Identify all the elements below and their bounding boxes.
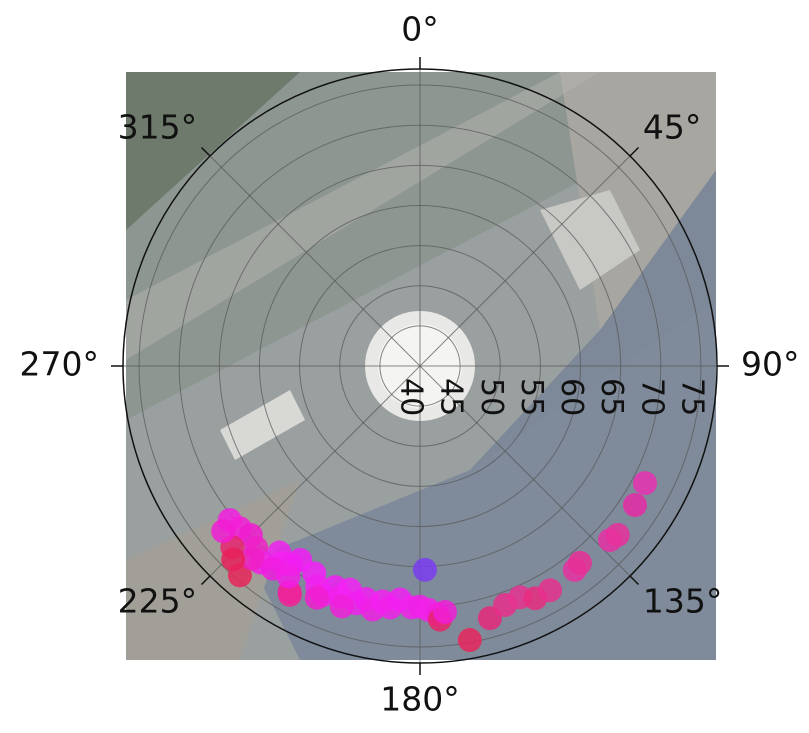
angular-tick-label: 180°	[380, 680, 460, 719]
point	[457, 628, 482, 653]
radial-tick-label: 45	[434, 378, 469, 416]
radial-tick-label: 75	[674, 378, 709, 416]
point	[211, 519, 236, 544]
angular-tick	[200, 575, 211, 586]
point	[567, 550, 592, 575]
point	[538, 578, 563, 603]
angular-tick-label: 0°	[401, 10, 439, 49]
angular-grid-line	[419, 155, 631, 367]
angular-tick	[629, 146, 640, 157]
radial-tick-label: 65	[594, 378, 629, 416]
point	[622, 493, 647, 518]
angular-tick-label: 270°	[20, 345, 100, 384]
labels: 40 45 50 55 60 65 70 75 0° 45° 90° 135° 180° 225° 270°…	[20, 10, 800, 719]
angular-tick	[629, 575, 640, 586]
angular-tick-label: 135°	[643, 581, 723, 620]
point	[276, 564, 301, 589]
point	[277, 582, 302, 607]
radial-tick-label: 70	[634, 378, 669, 416]
radial-tick-label: 60	[554, 378, 589, 416]
point	[605, 522, 630, 547]
angular-grid-line	[209, 155, 421, 367]
point	[240, 546, 265, 571]
point	[432, 599, 457, 624]
point	[221, 547, 246, 572]
point	[412, 557, 437, 582]
point	[329, 594, 354, 619]
angular-tick-label: 225°	[118, 581, 198, 620]
radial-tick-label: 40	[394, 378, 429, 416]
angular-tick-label: 315°	[118, 108, 198, 147]
angular-grid-line	[419, 365, 631, 577]
outer-circle	[122, 68, 718, 664]
radial-tick-label: 50	[474, 378, 509, 416]
point	[632, 471, 657, 496]
angular-tick-label: 90°	[741, 345, 800, 384]
radial-tick-label: 55	[514, 378, 549, 416]
angular-tick	[200, 146, 211, 157]
polar-grid	[111, 57, 729, 675]
angular-tick-label: 45°	[643, 108, 702, 147]
point	[304, 585, 329, 610]
points	[211, 471, 657, 653]
